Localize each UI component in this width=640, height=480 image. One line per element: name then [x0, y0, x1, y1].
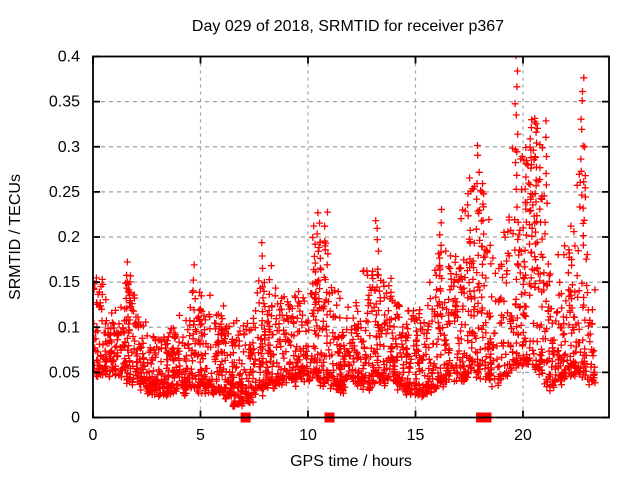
data-points [93, 56, 599, 410]
y-tick-labels: 0 0.05 0.1 0.15 0.2 0.25 0.3 0.35 0.4 [49, 49, 80, 427]
y-tick-label: 0.2 [58, 229, 80, 246]
y-tick-label: 0.1 [58, 319, 80, 336]
y-tick-label: 0.35 [49, 94, 80, 111]
y-tick-label: 0 [71, 410, 80, 427]
x-tick-labels: 0 5 10 15 20 [89, 427, 532, 444]
x-tick-label: 0 [89, 427, 98, 444]
y-tick-label: 0.05 [49, 364, 80, 381]
y-tick-label: 0.3 [58, 139, 80, 156]
x-axis-label: GPS time / hours [290, 453, 412, 470]
x-tick-label: 15 [407, 427, 425, 444]
x-tick-label: 20 [514, 427, 532, 444]
x-tick-label: 5 [196, 427, 205, 444]
x-tick-label: 10 [299, 427, 317, 444]
scatter-plus-markers [93, 56, 599, 410]
y-tick-label: 0.25 [49, 184, 80, 201]
y-tick-label: 0.4 [58, 49, 80, 66]
y-axis-label: SRMTID / TECUs [7, 174, 24, 300]
chart-title: Day 029 of 2018, SRMTID for receiver p36… [192, 18, 504, 35]
axis-ticks [92, 55, 609, 419]
y-tick-label: 0.15 [49, 274, 80, 291]
